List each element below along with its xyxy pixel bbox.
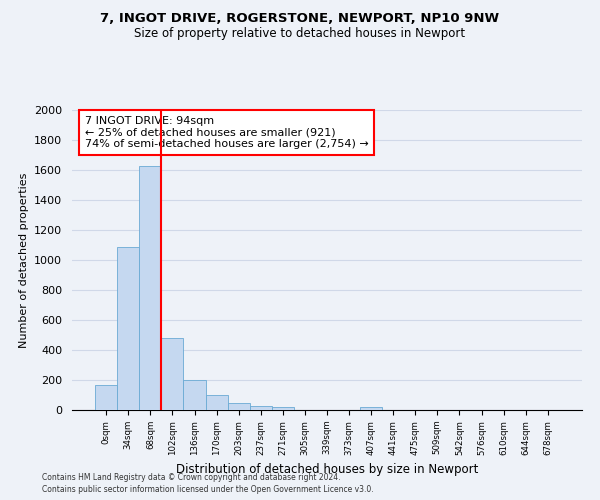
- Bar: [161, 338, 184, 410]
- Text: Contains HM Land Registry data © Crown copyright and database right 2024.: Contains HM Land Registry data © Crown c…: [42, 474, 341, 482]
- Bar: [139, 166, 161, 410]
- Text: Contains public sector information licensed under the Open Government Licence v3: Contains public sector information licen…: [42, 484, 374, 494]
- Bar: [206, 395, 227, 410]
- Bar: [272, 407, 294, 410]
- Bar: [117, 247, 139, 410]
- Text: Size of property relative to detached houses in Newport: Size of property relative to detached ho…: [134, 28, 466, 40]
- Text: 7, INGOT DRIVE, ROGERSTONE, NEWPORT, NP10 9NW: 7, INGOT DRIVE, ROGERSTONE, NEWPORT, NP1…: [100, 12, 500, 26]
- Bar: [95, 385, 117, 410]
- Text: 7 INGOT DRIVE: 94sqm
← 25% of detached houses are smaller (921)
74% of semi-deta: 7 INGOT DRIVE: 94sqm ← 25% of detached h…: [85, 116, 368, 149]
- X-axis label: Distribution of detached houses by size in Newport: Distribution of detached houses by size …: [176, 463, 478, 476]
- Bar: [250, 406, 272, 410]
- Bar: [360, 407, 382, 410]
- Y-axis label: Number of detached properties: Number of detached properties: [19, 172, 29, 348]
- Bar: [184, 380, 206, 410]
- Bar: [227, 403, 250, 410]
